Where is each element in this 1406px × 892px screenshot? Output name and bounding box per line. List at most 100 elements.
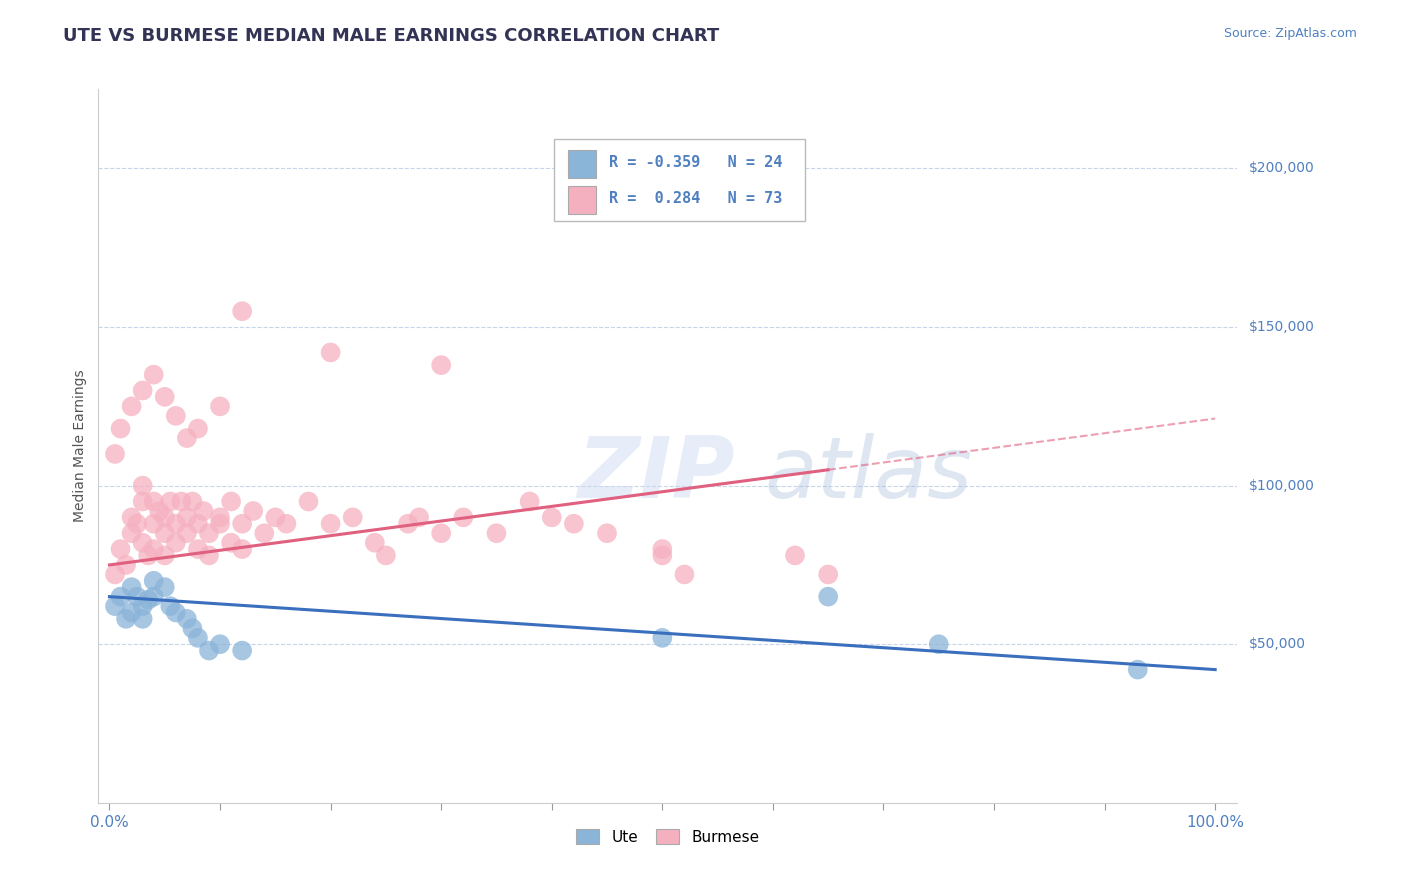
Point — [817, 590, 839, 604]
Text: ZIP: ZIP — [576, 433, 734, 516]
Point — [198, 526, 221, 541]
Point — [153, 510, 176, 524]
Point — [253, 526, 276, 541]
Point — [231, 542, 253, 557]
Text: $100,000: $100,000 — [1249, 479, 1315, 492]
Point — [176, 431, 198, 445]
Point — [193, 504, 215, 518]
Point — [198, 549, 221, 563]
Point — [783, 549, 806, 563]
Text: atlas: atlas — [765, 433, 973, 516]
Point — [142, 542, 165, 557]
Point — [142, 574, 165, 588]
Point — [176, 526, 198, 541]
Point — [209, 510, 232, 524]
Point — [364, 535, 387, 549]
Point — [110, 590, 132, 604]
Point — [165, 516, 187, 531]
Point — [453, 510, 475, 524]
Text: Source: ZipAtlas.com: Source: ZipAtlas.com — [1223, 27, 1357, 40]
Point — [121, 400, 143, 414]
Point — [817, 567, 839, 582]
Point — [408, 510, 430, 524]
Point — [562, 516, 585, 531]
Point — [209, 637, 232, 651]
Point — [110, 421, 132, 435]
Point — [181, 494, 204, 508]
Text: $150,000: $150,000 — [1249, 320, 1315, 334]
Point — [131, 599, 153, 614]
Point — [153, 390, 176, 404]
Point — [276, 516, 298, 531]
Point — [519, 494, 541, 508]
Point — [198, 643, 221, 657]
Point — [136, 549, 159, 563]
Point — [159, 494, 181, 508]
Point — [153, 526, 176, 541]
Point — [342, 510, 364, 524]
Point — [651, 631, 673, 645]
Point — [231, 643, 253, 657]
Point — [297, 494, 319, 508]
Point — [374, 549, 396, 563]
Point — [131, 384, 153, 398]
Point — [596, 526, 619, 541]
Y-axis label: Median Male Earnings: Median Male Earnings — [73, 369, 87, 523]
Text: R = -0.359   N = 24: R = -0.359 N = 24 — [609, 155, 782, 170]
Point — [187, 631, 209, 645]
Point — [127, 516, 149, 531]
Point — [231, 304, 253, 318]
Bar — [568, 186, 596, 214]
Point — [264, 510, 287, 524]
Point — [231, 516, 253, 531]
Point — [1126, 663, 1149, 677]
Text: UTE VS BURMESE MEDIAN MALE EARNINGS CORRELATION CHART: UTE VS BURMESE MEDIAN MALE EARNINGS CORR… — [63, 27, 720, 45]
Point — [430, 526, 453, 541]
Point — [115, 558, 138, 572]
Point — [165, 535, 187, 549]
Point — [540, 510, 562, 524]
Point — [104, 567, 127, 582]
Point — [131, 478, 153, 492]
Point — [170, 494, 193, 508]
Point — [242, 504, 264, 518]
Point — [121, 580, 143, 594]
Point — [121, 510, 143, 524]
Point — [131, 612, 153, 626]
Legend: Ute, Burmese: Ute, Burmese — [568, 821, 768, 852]
Point — [673, 567, 696, 582]
Point — [165, 409, 187, 423]
Point — [159, 599, 181, 614]
Point — [142, 368, 165, 382]
Point — [165, 606, 187, 620]
Point — [396, 516, 419, 531]
FancyBboxPatch shape — [554, 139, 804, 221]
Point — [187, 542, 209, 557]
Point — [131, 535, 153, 549]
Point — [104, 447, 127, 461]
Point — [181, 621, 204, 635]
Point — [104, 599, 127, 614]
Point — [142, 590, 165, 604]
Point — [651, 549, 673, 563]
Point — [219, 535, 242, 549]
Point — [153, 549, 176, 563]
Point — [187, 421, 209, 435]
Point — [430, 358, 453, 372]
Point — [187, 516, 209, 531]
Text: $50,000: $50,000 — [1249, 637, 1305, 651]
Point — [142, 494, 165, 508]
Point — [153, 580, 176, 594]
Point — [219, 494, 242, 508]
Text: R =  0.284   N = 73: R = 0.284 N = 73 — [609, 191, 782, 206]
Point — [176, 510, 198, 524]
Point — [651, 542, 673, 557]
Point — [928, 637, 950, 651]
Point — [485, 526, 508, 541]
Point — [110, 542, 132, 557]
Point — [121, 606, 143, 620]
Point — [131, 494, 153, 508]
Point — [319, 345, 342, 359]
Point — [209, 400, 232, 414]
Point — [319, 516, 342, 531]
